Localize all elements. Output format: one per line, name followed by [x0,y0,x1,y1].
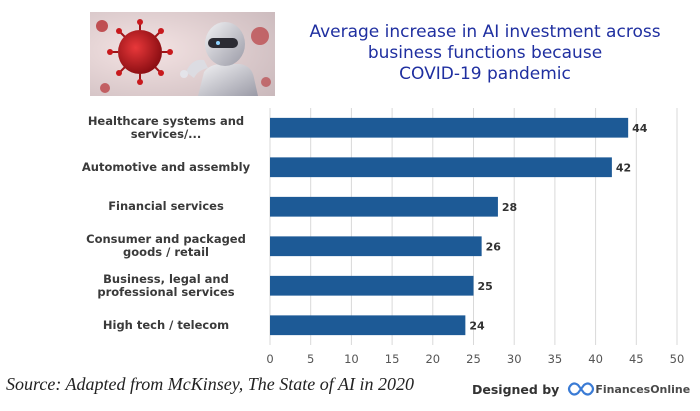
category-label-line: Business, legal and [103,271,229,286]
bar [270,157,612,178]
designed-by-label: Designed by [472,381,560,397]
category-label-line: Financial services [108,199,224,214]
category-label-line: Automotive and assembly [81,159,251,174]
x-tick-label: 10 [344,352,359,366]
category-label: Healthcare systems and services/... [66,113,266,141]
x-tick-label: 40 [588,352,603,366]
title-line: COVID-19 pandemic [399,64,571,84]
data-label: 42 [616,161,631,174]
hero-image [90,12,275,96]
category-label-line: High tech / telecom [102,317,230,332]
chart-title: Average increase in AI investment across… [300,22,670,85]
title-line: Average increase in AI investment across [309,22,661,42]
title-line: business functions because [367,43,603,63]
bar [270,275,474,296]
brand-logo: FinancesOnline [567,380,690,398]
category-label: High tech / telecom [66,317,266,332]
bar [270,315,466,336]
category-label-line: professional services [97,284,235,299]
x-tick-label: 30 [507,352,522,366]
category-label-line: Consumer and packaged [86,232,246,247]
virus-illustration [96,19,271,93]
category-label: Business, legal and professional services [66,271,266,299]
category-label: Automotive and assembly [66,159,266,174]
category-label-line: goods / retail [123,245,209,260]
x-tick-label: 45 [629,352,644,366]
x-tick-label: 20 [425,352,440,366]
source-caption: Source: Adapted from McKinsey, The State… [6,374,414,394]
x-tick-label: 15 [385,352,400,366]
designer-credit: Designed by FinancesOnline [472,380,690,398]
category-label-line: services/... [130,126,202,141]
x-tick-label: 25 [466,352,481,366]
data-label: 24 [469,319,485,332]
category-label: Consumer and packaged goods / retail [66,233,266,259]
bar-chart: 0 5 10 15 20 25 30 35 40 45 50 44 42 28 26 25 24 [266,108,685,366]
x-tick-label: 5 [307,352,314,366]
bar [270,236,482,257]
x-tick-label: 35 [548,352,563,366]
category-label: Financial services [66,200,266,213]
robot-illustration [180,22,258,96]
bar [270,196,498,217]
bar [270,117,629,138]
brand-name: FinancesOnline [595,382,691,396]
data-label: 44 [632,122,648,135]
financesonline-icon [568,382,595,396]
category-label-line: Healthcare systems and [87,113,245,128]
x-tick-label: 0 [266,352,273,366]
x-tick-label: 50 [670,352,685,366]
data-label: 28 [502,201,517,214]
data-label: 26 [486,240,502,253]
data-label: 25 [478,280,493,293]
